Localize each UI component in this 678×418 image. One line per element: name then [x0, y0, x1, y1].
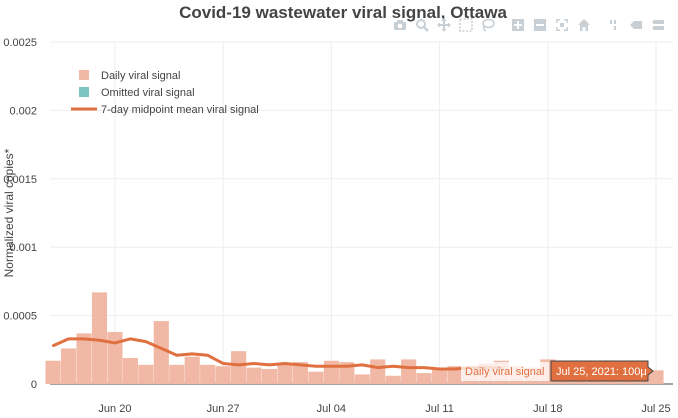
box-select-icon[interactable]	[458, 17, 474, 33]
mean-line-point[interactable]	[67, 337, 70, 341]
y-axis-ticks: 0 0.0005 0.001 0.0015 0.002 0.0025	[3, 37, 37, 391]
mean-line-point[interactable]	[160, 347, 163, 350]
zoom-out-icon[interactable]	[532, 17, 548, 33]
x-tick-label: Jun 27	[207, 403, 240, 415]
bar[interactable]	[91, 292, 108, 384]
mean-line-point[interactable]	[237, 363, 240, 367]
hover-value-text: Jul 25, 2021: 100μ	[556, 366, 647, 378]
x-tick-label: Jun 20	[98, 403, 131, 415]
x-tick-label: Jul 11	[425, 403, 454, 415]
legend-swatch-omitted[interactable]	[79, 87, 89, 97]
mean-line-point[interactable]	[330, 365, 333, 368]
bar[interactable]	[200, 364, 216, 384]
bar[interactable]	[431, 367, 448, 384]
mean-line-point[interactable]	[252, 362, 256, 365]
lasso-icon[interactable]	[480, 17, 496, 33]
x-tick-label: Jul 18	[533, 403, 562, 415]
bar[interactable]	[292, 362, 309, 384]
x-tick-label: Jul 04	[317, 403, 346, 415]
y-tick-label: 0.0005	[3, 311, 37, 323]
bar[interactable]	[323, 360, 339, 384]
bar[interactable]	[416, 373, 432, 384]
mean-line-point[interactable]	[453, 367, 457, 371]
bar[interactable]	[261, 368, 278, 384]
bar[interactable]	[76, 333, 92, 384]
bar[interactable]	[246, 367, 262, 384]
legend-label-omitted[interactable]: Omitted viral signal	[101, 87, 195, 99]
mean-line-point[interactable]	[438, 367, 441, 371]
bar[interactable]	[370, 359, 386, 384]
y-tick-label: 0.001	[9, 242, 37, 254]
y-tick-label: 0	[31, 379, 37, 391]
y-axis-label: Normalized viral copies*	[2, 148, 16, 277]
bar[interactable]	[648, 370, 664, 384]
mean-line-point[interactable]	[129, 337, 132, 341]
home-icon[interactable]	[576, 17, 592, 33]
mean-line-point[interactable]	[98, 339, 101, 342]
x-axis-ticks: Jun 20 Jun 27 Jul 04 Jul 11 Jul 18 Jul 25	[98, 403, 670, 415]
bar[interactable]	[153, 321, 169, 384]
chart-title: Covid-19 wastewater viral signal, Ottawa	[179, 3, 507, 22]
legend[interactable]: Daily viral signal Omitted viral signal …	[71, 70, 259, 116]
hover-series-name: Daily viral signal	[465, 366, 544, 378]
bar[interactable]	[169, 364, 185, 384]
camera-icon[interactable]	[392, 17, 408, 33]
bar[interactable]	[385, 375, 401, 384]
mean-line-point[interactable]	[422, 366, 426, 369]
mean-line-point[interactable]	[376, 366, 379, 369]
x-tick-label: Jul 25	[641, 403, 670, 415]
bar[interactable]	[231, 351, 247, 384]
mean-line-point[interactable]	[314, 365, 318, 368]
mean-line-point[interactable]	[82, 337, 86, 341]
bar[interactable]	[122, 358, 138, 384]
bar[interactable]	[60, 348, 77, 384]
bar[interactable]	[45, 360, 61, 384]
bar[interactable]	[184, 356, 200, 384]
autoscale-icon[interactable]	[554, 17, 570, 33]
mean-line-point[interactable]	[268, 363, 271, 367]
legend-label-mean[interactable]: 7-day midpoint mean viral signal	[101, 104, 259, 116]
legend-label-daily[interactable]: Daily viral signal	[101, 70, 180, 82]
y-tick-label: 0.0025	[3, 37, 37, 49]
y-tick-label: 0.002	[9, 105, 37, 117]
hover-tooltip: Daily viral signal Jul 25, 2021: 100μ	[461, 360, 654, 382]
bar[interactable]	[308, 371, 324, 384]
bar[interactable]	[138, 364, 154, 384]
mean-line-point[interactable]	[51, 344, 55, 347]
legend-swatch-daily[interactable]	[79, 70, 89, 80]
mean-line-point[interactable]	[221, 362, 225, 365]
mean-line-point[interactable]	[407, 366, 410, 369]
bar[interactable]	[277, 363, 293, 384]
mean-line-point[interactable]	[391, 365, 395, 368]
bar[interactable]	[107, 332, 123, 384]
bar[interactable]	[354, 374, 370, 384]
pan-icon[interactable]	[436, 17, 452, 33]
zoom-icon[interactable]	[414, 17, 430, 33]
mean-line-point[interactable]	[345, 365, 349, 368]
mean-line-point[interactable]	[283, 362, 287, 365]
hover-closest-icon[interactable]	[628, 17, 644, 33]
mean-line-point[interactable]	[191, 352, 194, 356]
zoom-in-icon[interactable]	[510, 17, 526, 33]
mean-line-point[interactable]	[206, 354, 209, 357]
bar[interactable]	[447, 366, 463, 384]
mean-line-point[interactable]	[175, 354, 178, 357]
mean-line[interactable]	[52, 337, 502, 371]
mean-line-point[interactable]	[113, 341, 117, 345]
bar[interactable]	[215, 366, 231, 384]
hover-name-box	[461, 362, 549, 381]
spike-lines-icon[interactable]	[606, 17, 622, 33]
modebar-toolbar	[392, 15, 678, 35]
hover-compare-icon[interactable]	[650, 17, 666, 33]
y-tick-label: 0.0015	[3, 174, 37, 186]
hover-value-box	[550, 360, 654, 382]
mean-line-point[interactable]	[299, 363, 302, 367]
bar[interactable]	[401, 359, 417, 384]
mean-line-point[interactable]	[144, 340, 148, 343]
mean-line-point[interactable]	[361, 363, 364, 367]
